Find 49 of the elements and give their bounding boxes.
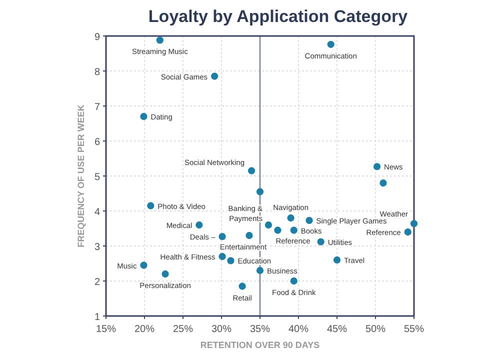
y-axis-title: FREQUENCY OF USE PER WEEK	[76, 104, 86, 248]
point	[140, 112, 148, 120]
chart-title: Loyalty by Application Category	[148, 7, 408, 26]
x-tick-label: 20%	[134, 324, 155, 335]
point	[162, 270, 169, 278]
point	[333, 256, 341, 264]
y-tick-label: 8	[94, 67, 100, 78]
point	[248, 167, 256, 174]
y-tick-label: 3	[94, 242, 100, 253]
point	[404, 228, 412, 236]
point	[140, 262, 148, 269]
y-tick-label: 6	[94, 137, 100, 148]
x-tick-label: 45%	[326, 324, 348, 335]
y-tick-label: 1	[94, 312, 100, 323]
point	[290, 226, 298, 234]
point	[218, 252, 226, 260]
point	[290, 277, 298, 285]
point	[227, 257, 234, 264]
y-tick-label: 9	[94, 32, 100, 43]
y-tick-label: 7	[94, 102, 100, 113]
point	[211, 72, 218, 80]
y-tick-label: 2	[94, 277, 100, 288]
point	[317, 238, 324, 246]
point	[287, 214, 294, 222]
point	[264, 221, 272, 229]
x-axis-title: RETENTION OVER 90 DAYS	[200, 340, 320, 350]
x-tick-label: 25%	[172, 324, 194, 335]
x-tick-label: 55%	[404, 324, 424, 335]
point	[306, 216, 313, 224]
point	[256, 266, 264, 274]
point	[380, 179, 387, 187]
point	[218, 232, 226, 240]
point	[373, 162, 381, 170]
point	[196, 221, 203, 229]
point	[256, 188, 264, 196]
point	[147, 202, 154, 210]
point	[274, 226, 282, 234]
x-tick-label: 15%	[96, 324, 116, 335]
point	[156, 36, 164, 44]
x-tick-label: 30%	[211, 324, 232, 335]
x-tick-label: 35%	[250, 324, 270, 335]
x-tick-label: 50%	[365, 324, 386, 335]
x-tick-label: 40%	[288, 324, 309, 335]
point	[410, 220, 418, 228]
point	[327, 40, 334, 48]
y-tick-label: 5	[94, 172, 100, 183]
y-tick-label: 4	[94, 207, 100, 218]
point	[246, 232, 253, 240]
point	[238, 282, 246, 290]
